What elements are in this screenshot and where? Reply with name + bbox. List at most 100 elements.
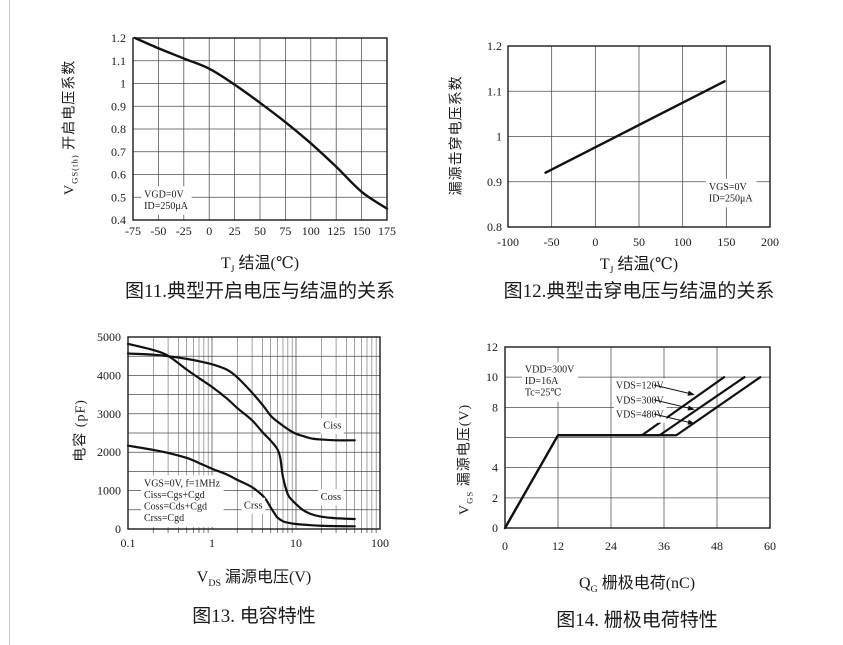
fig13-ylabel-post: 电容 (pF): [73, 399, 89, 462]
svg-text:10: 10: [290, 536, 302, 550]
svg-text:0.6: 0.6: [111, 168, 126, 182]
fig11-x-axis-label: TJ 结温(℃): [130, 249, 390, 275]
fig13-caption: 图13. 电容特性: [192, 606, 316, 627]
fig14-ylabel-pre: V: [457, 503, 473, 515]
fig11-y-axis-label: VGS(th) 开启电压系数: [59, 7, 80, 247]
svg-text:50: 50: [633, 235, 645, 249]
fig12-caption: 图12.典型击穿电压与结温的关系: [503, 281, 775, 302]
fig13-xlabel-post: 漏源电压(V): [221, 569, 312, 586]
svg-text:175: 175: [378, 224, 396, 238]
fig11-caption: 图11.典型开启电压与结温的关系: [124, 281, 396, 302]
fig11-ylabel-pre: V: [62, 183, 78, 196]
svg-text:-50: -50: [544, 235, 560, 249]
svg-text:0: 0: [592, 235, 598, 249]
fig11-xlabel-pre: T: [220, 255, 231, 272]
svg-text:Ciss=Cgs+Cgd: Ciss=Cgs+Cgd: [144, 490, 205, 501]
svg-text:5000: 5000: [97, 330, 121, 344]
svg-text:Crss: Crss: [244, 500, 263, 511]
fig13-x-axis-label: VDS 漏源电压(V): [124, 563, 384, 589]
fig14-y-axis-label: VGS 漏源电压(V): [454, 339, 475, 579]
svg-text:VDS=480V: VDS=480V: [616, 410, 665, 421]
page-left-edge: [9, 0, 10, 645]
svg-text:1.2: 1.2: [487, 39, 502, 53]
svg-text:VGS=0V, f=1MHz: VGS=0V, f=1MHz: [144, 478, 221, 489]
svg-text:0.4: 0.4: [111, 213, 126, 227]
svg-text:0: 0: [206, 224, 212, 238]
svg-text:1.1: 1.1: [111, 54, 126, 68]
fig12-xlabel-sub: J: [609, 265, 614, 277]
fig14-xlabel-pre: Q: [578, 575, 591, 592]
svg-text:Ciss: Ciss: [323, 420, 341, 431]
fig13-y-axis-label: 电容 (pF): [70, 310, 91, 550]
fig14-xlabel-sub: G: [590, 584, 598, 596]
svg-text:100: 100: [371, 536, 389, 550]
svg-text:150: 150: [717, 235, 735, 249]
svg-text:-75: -75: [125, 224, 141, 238]
svg-text:75: 75: [279, 224, 291, 238]
fig11-ylabel-post: 开启电压系数: [62, 59, 78, 155]
svg-text:48: 48: [711, 539, 723, 553]
svg-text:-25: -25: [176, 224, 192, 238]
fig14-xlabel-post: 栅极电荷(nC): [597, 575, 696, 592]
svg-text:0.8: 0.8: [111, 122, 126, 136]
svg-text:ID=250μA: ID=250μA: [144, 201, 189, 212]
svg-text:1: 1: [209, 536, 215, 550]
svg-text:3000: 3000: [97, 407, 121, 421]
svg-text:4: 4: [492, 461, 498, 475]
svg-text:12: 12: [552, 539, 564, 553]
svg-text:VGS=0V: VGS=0V: [709, 182, 748, 193]
fig13-xlabel-sub: DS: [208, 578, 221, 590]
svg-text:36: 36: [658, 539, 670, 553]
fig12-x-axis-label: TJ 结温(℃): [509, 250, 769, 276]
svg-text:12: 12: [486, 340, 498, 354]
svg-text:0.9: 0.9: [487, 175, 502, 189]
svg-text:0: 0: [115, 522, 121, 536]
svg-text:100: 100: [302, 224, 320, 238]
svg-text:24: 24: [605, 539, 617, 553]
svg-text:10: 10: [486, 370, 498, 384]
svg-text:8: 8: [492, 400, 498, 414]
fig12-xlabel-post: 结温(℃): [613, 256, 679, 273]
svg-text:25: 25: [229, 224, 241, 238]
fig12-ylabel-post: 漏源击穿电压系数: [449, 75, 465, 196]
svg-text:ID=250μA: ID=250μA: [709, 193, 754, 204]
fig11-ylabel-sub: GS(th): [69, 154, 80, 184]
svg-text:ID=16A: ID=16A: [525, 376, 559, 387]
svg-text:0: 0: [502, 539, 508, 553]
svg-text:4000: 4000: [97, 368, 121, 382]
fig11-xlabel-post: 结温(℃): [234, 255, 300, 272]
svg-text:VDD=300V: VDD=300V: [525, 365, 575, 376]
svg-text:125: 125: [327, 224, 345, 238]
svg-text:-50: -50: [150, 224, 166, 238]
svg-text:1.1: 1.1: [487, 84, 502, 98]
svg-text:0: 0: [492, 521, 498, 535]
svg-text:1: 1: [120, 77, 126, 91]
svg-text:2000: 2000: [97, 445, 121, 459]
fig14-x-axis-label: QG 栅极电荷(nC): [507, 569, 767, 595]
fig14-ylabel-sub: GS: [464, 490, 475, 504]
svg-text:Coss=Cds+Cgd: Coss=Cds+Cgd: [144, 501, 207, 512]
svg-text:Coss: Coss: [321, 492, 341, 503]
fig14-caption: 图14. 栅极电荷特性: [556, 610, 718, 631]
svg-text:Tc=25℃: Tc=25℃: [525, 388, 562, 399]
fig11-xlabel-sub: J: [230, 264, 235, 276]
svg-text:VDS=300V: VDS=300V: [616, 395, 665, 406]
svg-text:0.9: 0.9: [111, 99, 126, 113]
svg-text:Crss=Cgd: Crss=Cgd: [144, 513, 184, 524]
svg-text:0.8: 0.8: [487, 220, 502, 234]
fig12-y-axis-label: 漏源击穿电压系数: [446, 15, 467, 255]
svg-text:50: 50: [254, 224, 266, 238]
svg-text:1: 1: [496, 130, 502, 144]
svg-text:0.1: 0.1: [121, 536, 136, 550]
svg-text:0.7: 0.7: [111, 145, 126, 159]
fig13-xlabel-pre: V: [196, 569, 209, 586]
svg-text:2: 2: [492, 491, 498, 505]
fig14-ylabel-post: 漏源电压(V): [457, 403, 473, 491]
svg-text:1.2: 1.2: [111, 31, 126, 45]
svg-text:200: 200: [761, 235, 779, 249]
svg-text:60: 60: [764, 539, 776, 553]
